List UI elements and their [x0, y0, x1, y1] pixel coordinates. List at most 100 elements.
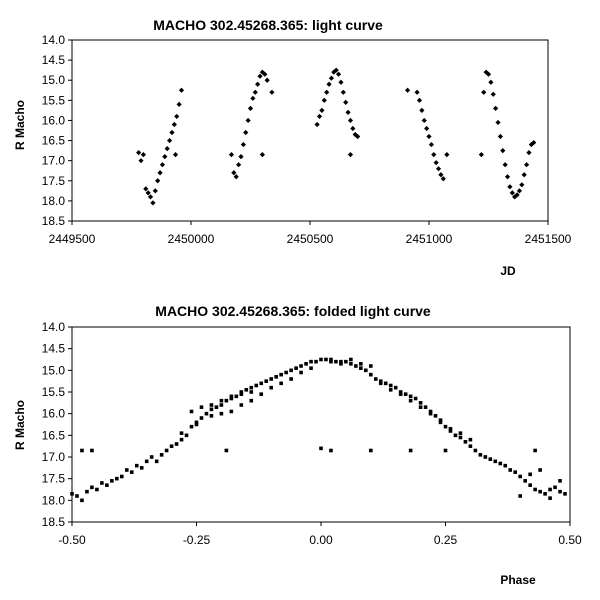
data-point	[319, 446, 323, 451]
data-point	[299, 370, 303, 375]
chart-title: MACHO 302.45268.365: light curve	[153, 17, 383, 33]
data-point	[359, 366, 363, 370]
data-point	[319, 357, 323, 362]
data-point	[224, 448, 229, 453]
data-point	[299, 364, 303, 368]
data-point	[347, 117, 354, 124]
data-point	[340, 89, 346, 95]
data-point	[259, 152, 265, 158]
data-point	[448, 429, 453, 433]
y-tick-label: 15.5	[42, 385, 66, 399]
data-point	[488, 79, 494, 85]
data-point	[329, 448, 333, 453]
data-point	[250, 95, 256, 101]
data-point	[416, 97, 423, 103]
data-point	[431, 152, 437, 158]
y-tick-label: 17.5	[42, 472, 66, 486]
data-point	[359, 362, 363, 366]
data-point	[468, 444, 473, 448]
data-point	[364, 368, 368, 373]
axes	[68, 326, 571, 526]
data-point	[509, 190, 515, 196]
data-point	[189, 424, 194, 429]
data-point	[199, 416, 204, 420]
data-point	[105, 483, 109, 487]
data-point	[269, 89, 275, 95]
data-point	[154, 459, 159, 464]
data-point	[316, 113, 323, 120]
data-point	[463, 440, 468, 444]
x-tick-label: -0.25	[183, 533, 211, 547]
data-point	[443, 424, 448, 429]
data-point	[497, 133, 503, 140]
data-point	[521, 172, 527, 178]
data-point	[343, 99, 349, 105]
data-point	[528, 483, 532, 487]
data-point	[252, 89, 258, 95]
data-point	[120, 474, 124, 479]
x-tick-label: -0.50	[58, 533, 86, 547]
light-curve-panel: MACHO 302.45268.365: light curve R Macho…	[13, 17, 572, 278]
data-point	[162, 154, 168, 160]
data-point	[523, 479, 527, 483]
x-tick-label: 2451000	[406, 232, 453, 246]
data-point	[309, 366, 313, 370]
data-point	[378, 381, 383, 386]
data-point	[228, 152, 235, 158]
data-point	[443, 448, 448, 453]
data-point	[428, 409, 433, 414]
data-points	[70, 357, 567, 503]
data-point	[438, 418, 443, 422]
data-point	[538, 489, 542, 494]
data-point	[531, 139, 537, 146]
data-point	[369, 372, 373, 377]
data-point	[157, 170, 163, 176]
data-point	[240, 141, 246, 148]
data-point	[259, 381, 264, 386]
data-point	[502, 162, 508, 168]
data-point	[164, 146, 170, 152]
data-point	[404, 87, 411, 93]
x-tick-label: 2451500	[525, 232, 572, 246]
chart-title: MACHO 302.45268.365: folded light curve	[155, 303, 431, 319]
data-point	[349, 357, 353, 362]
y-tick-labels: 14.0 14.5 15.0 15.5 16.0 16.5 17.0 17.5 18.0 18.5	[42, 33, 66, 228]
data-point	[171, 121, 177, 128]
data-point	[314, 121, 320, 128]
data-point	[247, 105, 254, 111]
data-point	[314, 359, 318, 364]
data-point	[563, 492, 567, 496]
data-point	[493, 105, 499, 111]
data-point	[553, 485, 557, 490]
plot-frame	[71, 39, 549, 222]
data-point	[124, 468, 129, 472]
data-point	[328, 75, 335, 81]
data-point	[495, 119, 501, 126]
data-point	[209, 414, 214, 418]
data-point	[513, 470, 518, 474]
data-point	[257, 73, 263, 79]
data-point	[80, 448, 84, 453]
data-point	[326, 81, 332, 87]
data-point	[184, 433, 189, 438]
data-point	[435, 166, 442, 172]
y-axis-label: R Macho	[13, 400, 27, 450]
data-point	[136, 150, 142, 156]
data-point	[485, 71, 492, 77]
data-point	[150, 200, 156, 206]
data-point	[138, 158, 144, 164]
data-point	[408, 394, 413, 399]
data-point	[516, 188, 523, 194]
data-point	[478, 453, 483, 457]
data-point	[204, 411, 209, 416]
data-point	[423, 405, 428, 409]
data-point	[369, 448, 373, 453]
data-point	[179, 431, 184, 435]
data-point	[347, 152, 354, 158]
data-point	[159, 162, 166, 168]
data-point	[219, 411, 224, 416]
y-tick-label: 18.0	[42, 194, 66, 208]
data-point	[178, 87, 185, 93]
data-point	[90, 448, 94, 453]
